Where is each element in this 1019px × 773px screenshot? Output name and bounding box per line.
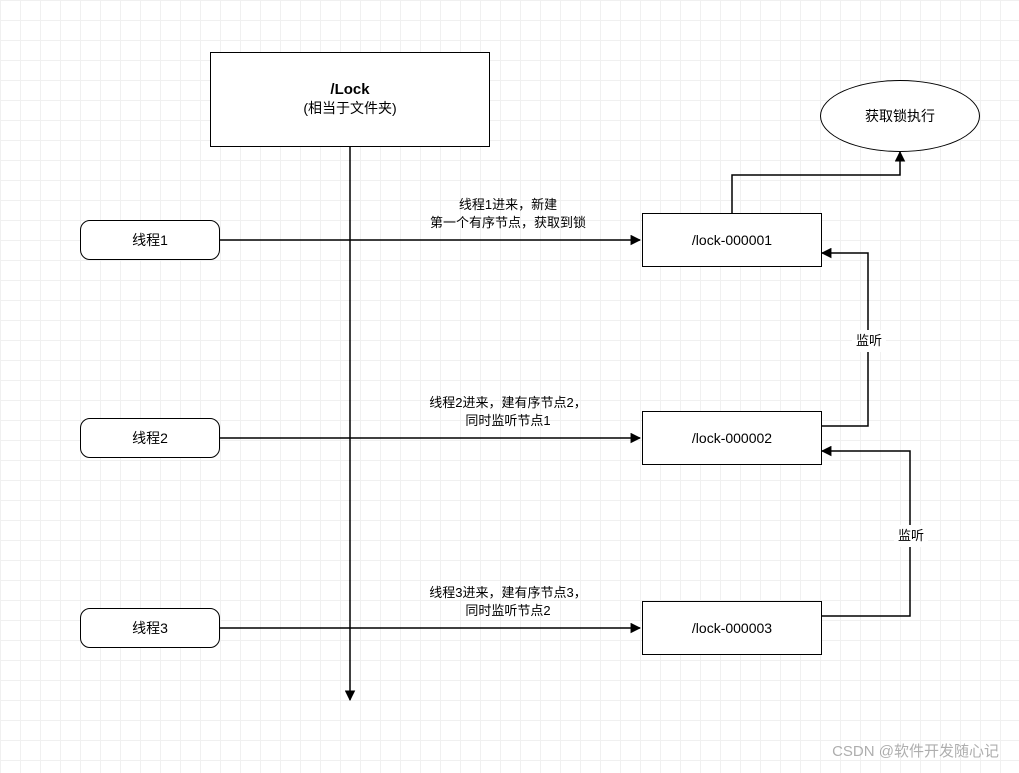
edge2-label: 线程2进来，建有序节点2， 同时监听节点1 <box>398 394 618 430</box>
lock-node-3: /lock-000003 <box>642 601 822 655</box>
lock-folder-subtitle: (相当于文件夹) <box>303 98 396 118</box>
edge2-label-line2: 同时监听节点1 <box>398 412 618 430</box>
listen-label-12: 监听 <box>852 330 886 352</box>
edge2-label-line1: 线程2进来，建有序节点2， <box>398 394 618 412</box>
exec-label: 获取锁执行 <box>865 106 935 126</box>
thread3-label: 线程3 <box>132 618 168 638</box>
edge1-label: 线程1进来，新建 第一个有序节点，获取到锁 <box>398 196 618 232</box>
thread3-node: 线程3 <box>80 608 220 648</box>
edge3-label-line2: 同时监听节点2 <box>398 602 618 620</box>
thread1-label: 线程1 <box>132 230 168 250</box>
lock-node-2: /lock-000002 <box>642 411 822 465</box>
edge1-label-line2: 第一个有序节点，获取到锁 <box>398 214 618 232</box>
thread2-label: 线程2 <box>132 428 168 448</box>
listen-label-23: 监听 <box>894 525 928 547</box>
thread2-node: 线程2 <box>80 418 220 458</box>
lock-folder-title: /Lock <box>330 81 369 98</box>
edge3-label-line1: 线程3进来，建有序节点3， <box>398 584 618 602</box>
lock-folder-node: /Lock (相当于文件夹) <box>210 52 490 147</box>
lock-node-3-label: /lock-000003 <box>692 620 772 636</box>
edge1-label-line1: 线程1进来，新建 <box>398 196 618 214</box>
edge3-label: 线程3进来，建有序节点3， 同时监听节点2 <box>398 584 618 620</box>
lock-node-2-label: /lock-000002 <box>692 430 772 446</box>
lock-node-1-label: /lock-000001 <box>692 232 772 248</box>
exec-ellipse: 获取锁执行 <box>820 80 980 152</box>
edge-node1-exec <box>732 152 900 213</box>
watermark: CSDN @软件开发随心记 <box>832 740 999 761</box>
thread1-node: 线程1 <box>80 220 220 260</box>
lock-node-1: /lock-000001 <box>642 213 822 267</box>
diagram-canvas: /Lock (相当于文件夹) 获取锁执行 线程1 线程2 线程3 /lock-0… <box>0 0 1019 773</box>
